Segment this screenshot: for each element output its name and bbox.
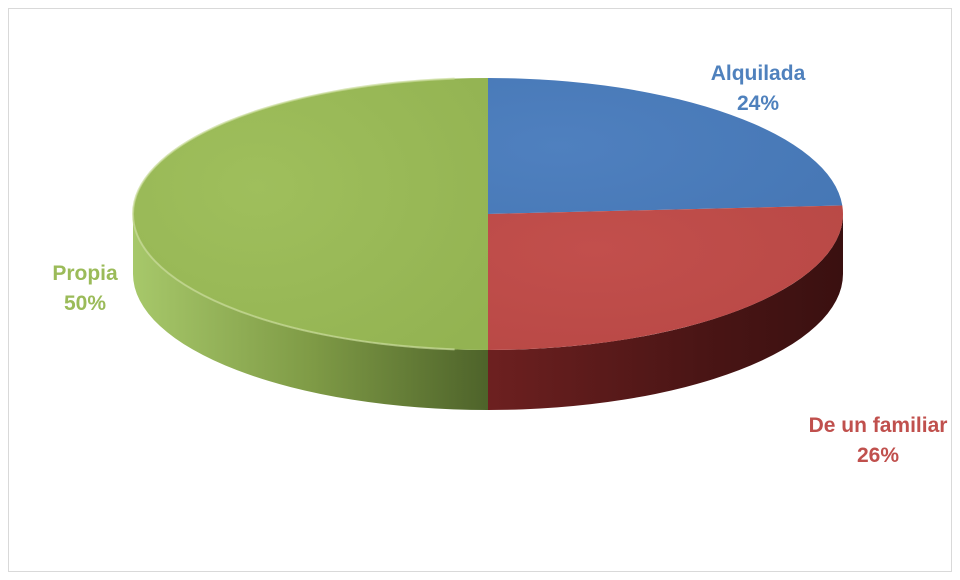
data-label-alquilada: Alquilada: [711, 62, 806, 85]
pie-slice-alquilada: [488, 78, 843, 214]
data-label-percent-de-un-familiar: 26%: [857, 444, 899, 467]
data-label-propia: Propia: [52, 262, 118, 285]
data-label-de-un-familiar: De un familiar: [809, 414, 948, 437]
pie-slice-de-un-familiar: [488, 205, 843, 350]
pie-slice-propia: [133, 78, 488, 350]
data-label-percent-propia: 50%: [64, 292, 106, 315]
pie-rim-highlight: [132, 77, 455, 351]
data-label-percent-alquilada: 24%: [737, 92, 779, 115]
pie-slice-side-propia: [133, 214, 488, 410]
pie-slice-side-de-un-familiar: [488, 214, 843, 410]
